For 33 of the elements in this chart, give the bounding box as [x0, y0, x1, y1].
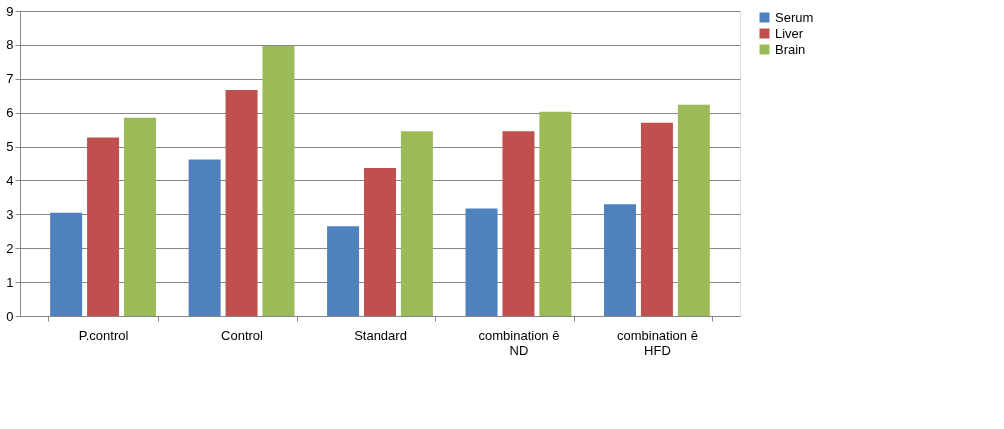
bar — [364, 167, 396, 316]
y-tick-label: 6 — [6, 105, 14, 121]
y-tick-label: 1 — [6, 274, 14, 290]
bar — [262, 45, 295, 316]
bar — [188, 159, 221, 316]
bar — [539, 111, 572, 316]
y-tick-label: 0 — [6, 308, 14, 324]
bar — [604, 204, 636, 316]
x-tick-label: Standard — [354, 327, 407, 343]
bar — [502, 131, 535, 316]
x-tick-label: combination ē HFD — [616, 327, 698, 358]
y-tick-label: 8 — [6, 37, 14, 53]
y-tick-label: 7 — [6, 71, 14, 87]
bar — [400, 131, 433, 316]
x-tick-label: P.control — [78, 327, 129, 343]
bar — [50, 212, 83, 316]
bar — [640, 122, 673, 316]
bar — [124, 117, 156, 316]
bar — [87, 137, 120, 316]
x-tick-label: Control — [221, 327, 264, 343]
bar — [465, 208, 498, 316]
x-tick-label: combination ē ND — [478, 327, 560, 358]
y-tick-label: 4 — [6, 172, 14, 188]
bar — [327, 226, 360, 316]
y-tick-label: 9 — [6, 3, 14, 19]
legend-label: Liver — [775, 25, 804, 41]
bar — [677, 104, 710, 316]
y-tick-label: 2 — [6, 240, 14, 256]
y-tick-label: 3 — [6, 206, 14, 222]
legend-label: Serum — [775, 9, 814, 25]
y-tick-label: 5 — [6, 139, 14, 155]
legend-label: Brain — [775, 41, 806, 57]
bar — [225, 89, 258, 316]
